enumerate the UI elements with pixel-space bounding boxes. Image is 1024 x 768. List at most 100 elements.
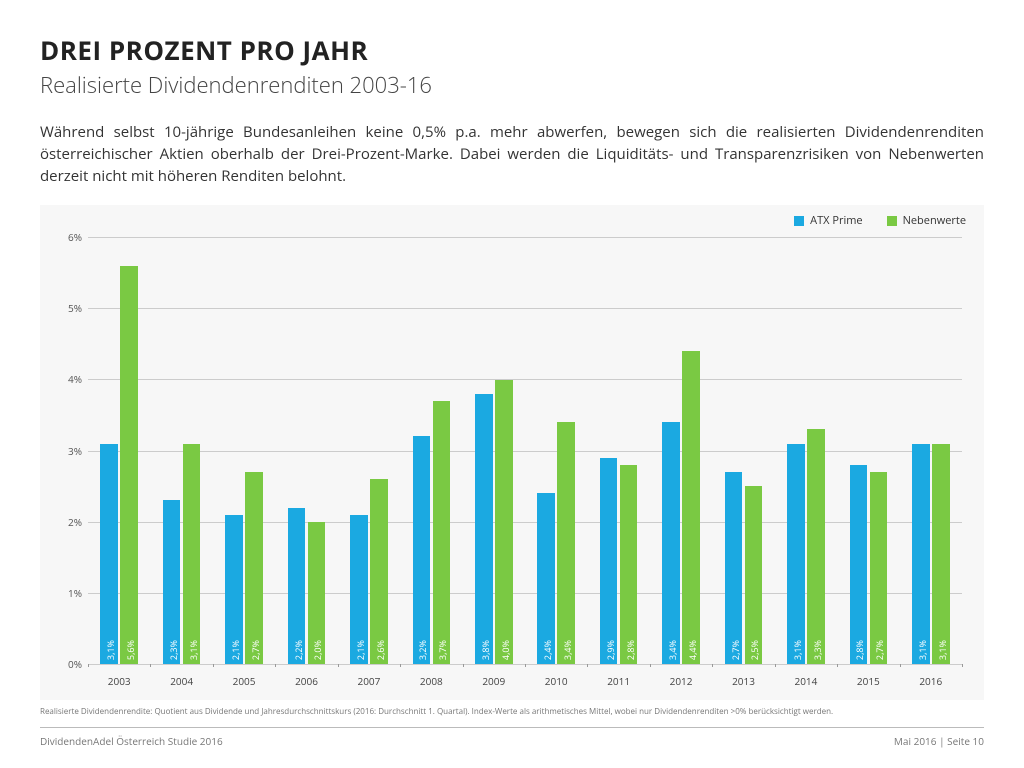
bar-value-label: 5,6% <box>124 640 137 660</box>
chart-container: ATX PrimeNebenwerte 0%1%2%3%4%5%6%20033,… <box>40 205 984 700</box>
bar-nebenwerte: 2,8% <box>620 465 637 664</box>
bar-atx-prime: 2,7% <box>725 472 742 664</box>
bar-value-label: 3,1% <box>104 640 117 660</box>
y-axis-label: 6% <box>58 230 82 244</box>
x-tick <box>775 664 776 667</box>
x-axis-label: 2013 <box>732 674 755 688</box>
x-axis-label: 2011 <box>607 674 630 688</box>
bar-nebenwerte: 2,0% <box>308 522 325 664</box>
footer-left: DividendenAdel Österreich Studie 2016 <box>40 734 223 748</box>
x-axis-label: 2007 <box>357 674 380 688</box>
bar-atx-prime: 2,3% <box>163 500 180 664</box>
x-tick <box>88 664 89 667</box>
legend: ATX Prime Nebenwerte <box>794 213 966 228</box>
legend-item: ATX Prime <box>794 213 862 228</box>
bar-value-label: 2,9% <box>604 640 617 660</box>
legend-swatch <box>887 216 897 226</box>
x-tick <box>338 664 339 667</box>
x-axis-label: 2005 <box>233 674 256 688</box>
bar-value-label: 3,1% <box>936 640 949 660</box>
bar-atx-prime: 2,4% <box>537 493 554 664</box>
bar-value-label: 2,8% <box>853 640 866 660</box>
bar-value-label: 2,7% <box>873 640 886 660</box>
legend-label: ATX Prime <box>810 213 862 228</box>
bar-atx-prime: 2,8% <box>850 465 867 664</box>
y-axis-label: 5% <box>58 301 82 315</box>
bar-atx-prime: 3,1% <box>100 444 117 664</box>
legend-label: Nebenwerte <box>903 213 966 228</box>
bar-value-label: 3,1% <box>791 640 804 660</box>
bar-atx-prime: 3,1% <box>912 444 929 664</box>
x-axis-label: 2010 <box>545 674 568 688</box>
x-tick <box>650 664 651 667</box>
page-subtitle: Realisierte Dividendenrenditen 2003-16 <box>40 70 984 100</box>
bar-atx-prime: 2,1% <box>225 515 242 664</box>
bar-nebenwerte: 3,1% <box>932 444 949 664</box>
y-axis-label: 4% <box>58 372 82 386</box>
y-axis-label: 3% <box>58 444 82 458</box>
footer-right: Mai 2016 | Seite 10 <box>894 734 984 748</box>
x-tick <box>712 664 713 667</box>
bar-nebenwerte: 2,7% <box>870 472 887 664</box>
bar-value-label: 2,7% <box>729 640 742 660</box>
bar-nebenwerte: 4,4% <box>682 351 699 664</box>
x-tick <box>962 664 963 667</box>
bar-value-label: 4,4% <box>686 640 699 660</box>
bar-value-label: 2,6% <box>374 640 387 660</box>
bar-value-label: 3,8% <box>479 640 492 660</box>
bar-atx-prime: 2,1% <box>350 515 367 664</box>
x-axis-label: 2006 <box>295 674 318 688</box>
bar-nebenwerte: 2,5% <box>745 486 762 664</box>
bar-value-label: 3,2% <box>416 640 429 660</box>
bar-nebenwerte: 2,7% <box>245 472 262 664</box>
bar-nebenwerte: 3,1% <box>183 444 200 664</box>
x-tick <box>900 664 901 667</box>
bar-value-label: 2,8% <box>624 640 637 660</box>
x-axis-label: 2015 <box>857 674 880 688</box>
x-axis-label: 2016 <box>919 674 942 688</box>
x-tick <box>837 664 838 667</box>
y-axis-label: 0% <box>58 657 82 671</box>
legend-swatch <box>794 216 804 226</box>
bar-value-label: 2,4% <box>541 640 554 660</box>
x-axis-label: 2004 <box>170 674 193 688</box>
y-axis-label: 1% <box>58 586 82 600</box>
x-tick <box>275 664 276 667</box>
bar-atx-prime: 3,4% <box>662 422 679 664</box>
bar-value-label: 3,4% <box>666 640 679 660</box>
x-axis-label: 2009 <box>482 674 505 688</box>
bar-value-label: 3,7% <box>436 640 449 660</box>
bar-atx-prime: 3,2% <box>413 436 430 664</box>
x-axis-label: 2008 <box>420 674 443 688</box>
gridline <box>88 451 962 452</box>
x-tick <box>400 664 401 667</box>
bar-value-label: 2,2% <box>292 640 305 660</box>
bar-value-label: 2,5% <box>748 640 761 660</box>
bar-nebenwerte: 5,6% <box>120 266 137 664</box>
x-axis-label: 2014 <box>794 674 817 688</box>
x-axis-label: 2003 <box>108 674 131 688</box>
bar-value-label: 2,1% <box>354 640 367 660</box>
plot-area: 0%1%2%3%4%5%6%20033,1%5,6%20042,3%3,1%20… <box>88 237 962 664</box>
gridline <box>88 308 962 309</box>
slide: DREI PROZENT PRO JAHR Realisierte Divide… <box>0 0 1024 768</box>
bar-value-label: 3,1% <box>187 640 200 660</box>
bar-nebenwerte: 4,0% <box>495 380 512 664</box>
bar-atx-prime: 2,2% <box>288 508 305 664</box>
gridline <box>88 593 962 594</box>
body-paragraph: Während selbst 10-jährige Bundesanleihen… <box>40 122 984 187</box>
x-tick <box>150 664 151 667</box>
bar-value-label: 4,0% <box>499 640 512 660</box>
gridline <box>88 379 962 380</box>
footer-rule <box>40 727 984 728</box>
bar-nebenwerte: 2,6% <box>370 479 387 664</box>
bar-value-label: 3,4% <box>561 640 574 660</box>
x-tick <box>587 664 588 667</box>
bar-nebenwerte: 3,7% <box>433 401 450 664</box>
bar-atx-prime: 3,8% <box>475 394 492 664</box>
x-tick <box>213 664 214 667</box>
x-axis-label: 2012 <box>670 674 693 688</box>
gridline <box>88 522 962 523</box>
legend-item: Nebenwerte <box>887 213 966 228</box>
bar-value-label: 2,7% <box>249 640 262 660</box>
